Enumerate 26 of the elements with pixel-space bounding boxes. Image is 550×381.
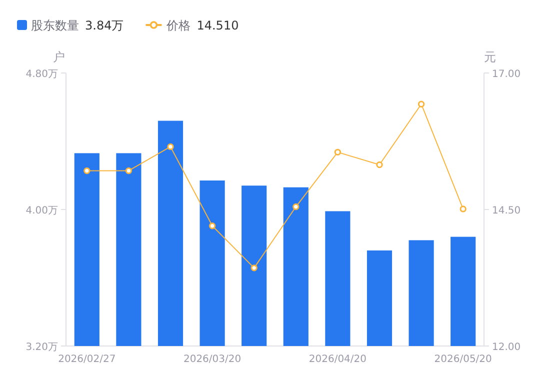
x-tick-label: 2026/04/20: [308, 354, 367, 365]
point: [376, 161, 383, 168]
y2-axis-title: 元: [484, 50, 496, 64]
ytick: 3.20万: [26, 342, 58, 353]
ytick: 4.00万: [26, 206, 58, 216]
annotation: 14.510: [196, 18, 239, 32]
point: [292, 203, 300, 210]
point: [418, 100, 425, 108]
ytick: 4.80万: [26, 69, 58, 80]
y2tick: 14.50: [492, 206, 521, 216]
y-axis-title: 户: [53, 50, 65, 64]
y2tick: 17.00: [492, 69, 521, 80]
point: [125, 167, 132, 174]
y2tick: 12.00: [492, 342, 521, 353]
legend-label: 价格: [166, 18, 191, 32]
x-tick-label: 2026/05/20: [434, 354, 492, 365]
point: [460, 206, 466, 212]
legend-label: 股东数量: [31, 18, 79, 32]
x-tick-label: 2026/02/27: [58, 354, 116, 365]
annotation: 3.84万: [85, 18, 124, 32]
point: [250, 264, 258, 272]
point: [167, 143, 174, 150]
x-tick-label: 2026/03/20: [183, 354, 242, 365]
point: [84, 167, 90, 174]
point: [208, 222, 216, 230]
point: [334, 148, 342, 156]
